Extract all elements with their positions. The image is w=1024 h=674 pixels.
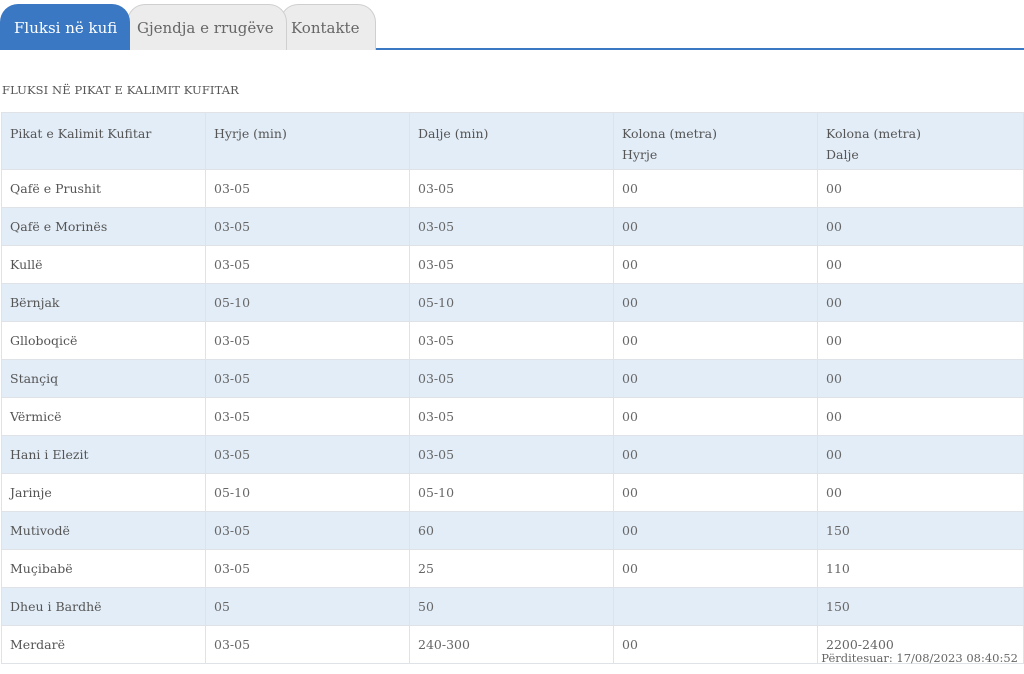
value-cell: 150 — [817, 587, 1024, 626]
tab-bar: Fluksi në kufi Gjendja e rrugëve Kontakt… — [0, 0, 1024, 50]
crossing-name-cell: Glloboqicë — [1, 321, 206, 360]
table-row: Kullë 03-05 03-05 00 00 — [1, 245, 1024, 284]
table-row: Glloboqicë 03-05 03-05 00 00 — [1, 321, 1024, 360]
value-cell: 240-300 — [409, 625, 614, 664]
value-cell: 00 — [613, 169, 818, 208]
table-row: Hani i Elezit 03-05 03-05 00 00 — [1, 435, 1024, 474]
value-cell: 25 — [409, 549, 614, 588]
value-cell: 03-05 — [409, 245, 614, 284]
header-crossing-point: Pikat e Kalimit Kufitar — [1, 112, 206, 170]
header-subline: Hyrje — [622, 147, 658, 162]
value-cell: 00 — [817, 397, 1024, 436]
value-cell: 60 — [409, 511, 614, 550]
value-cell: 00 — [817, 435, 1024, 474]
table-row: Bërnjak 05-10 05-10 00 00 — [1, 283, 1024, 322]
value-cell: 50 — [409, 587, 614, 626]
value-cell: 03-05 — [205, 321, 410, 360]
crossing-name-cell: Kullë — [1, 245, 206, 284]
header-line: Dalje (min) — [418, 126, 489, 141]
value-cell: 00 — [613, 359, 818, 398]
value-cell: 00 — [613, 435, 818, 474]
table-body: Qafë e Prushit 03-05 03-05 00 00 Qafë e Morin… — [1, 169, 1024, 664]
value-cell: 00 — [613, 207, 818, 246]
value-cell: 03-05 — [409, 169, 614, 208]
value-cell: 05-10 — [409, 473, 614, 512]
value-cell: 03-05 — [205, 245, 410, 284]
value-cell: 03-05 — [409, 207, 614, 246]
crossing-name-cell: Vërmicë — [1, 397, 206, 436]
table-row: Qafë e Morinës 03-05 03-05 00 00 — [1, 207, 1024, 246]
tab-fluksi-ne-kufi[interactable]: Fluksi në kufi — [0, 4, 130, 50]
crossing-name-cell: Qafë e Morinës — [1, 207, 206, 246]
table-row: Muçibabë 03-05 25 00 110 — [1, 549, 1024, 588]
value-cell: 03-05 — [205, 397, 410, 436]
value-cell: 00 — [613, 625, 818, 664]
table-row: Qafë e Prushit 03-05 03-05 00 00 — [1, 169, 1024, 208]
tab-kontakte[interactable]: Kontakte — [280, 4, 376, 50]
value-cell: 150 — [817, 511, 1024, 550]
crossing-name-cell: Bërnjak — [1, 283, 206, 322]
value-cell: 05-10 — [409, 283, 614, 322]
value-cell: 00 — [613, 473, 818, 512]
value-cell: 110 — [817, 549, 1024, 588]
header-subline: Dalje — [826, 147, 859, 162]
value-cell: 00 — [613, 283, 818, 322]
value-cell: 2200-2400 — [817, 625, 1024, 664]
value-cell: 00 — [817, 473, 1024, 512]
value-cell: 03-05 — [205, 359, 410, 398]
table-header-row: Pikat e Kalimit Kufitar Hyrje (min) Dalj… — [1, 112, 1024, 170]
section-title: FLUKSI NË PIKAT E KALIMIT KUFITAR — [2, 83, 239, 97]
header-queue-exit: Kolona (metra) Dalje — [817, 112, 1024, 170]
value-cell: 03-05 — [205, 625, 410, 664]
border-crossing-table: Pikat e Kalimit Kufitar Hyrje (min) Dalj… — [1, 112, 1024, 664]
value-cell: 00 — [817, 169, 1024, 208]
table-row: Stançiq 03-05 03-05 00 00 — [1, 359, 1024, 398]
crossing-name-cell: Dheu i Bardhë — [1, 587, 206, 626]
value-cell: 03-05 — [409, 359, 614, 398]
crossing-name-cell: Qafë e Prushit — [1, 169, 206, 208]
value-cell: 00 — [817, 359, 1024, 398]
value-cell: 00 — [613, 397, 818, 436]
table-row: Merdarë 03-05 240-300 00 2200-2400 — [1, 625, 1024, 664]
tab-gjendja-e-rrugeve[interactable]: Gjendja e rrugëve — [127, 4, 287, 50]
last-updated: Përditesuar: 17/08/2023 08:40:52 — [821, 651, 1018, 665]
table-row: Vërmicë 03-05 03-05 00 00 — [1, 397, 1024, 436]
value-cell: 03-05 — [205, 207, 410, 246]
crossing-name-cell: Stançiq — [1, 359, 206, 398]
value-cell: 03-05 — [409, 397, 614, 436]
value-cell: 05-10 — [205, 473, 410, 512]
value-cell: 03-05 — [205, 549, 410, 588]
header-line: Kolona (metra) — [826, 126, 921, 141]
crossing-name-cell: Merdarë — [1, 625, 206, 664]
value-cell: 03-05 — [205, 435, 410, 474]
header-line: Hyrje (min) — [214, 126, 287, 141]
crossing-name-cell: Muçibabë — [1, 549, 206, 588]
crossing-name-cell: Jarinje — [1, 473, 206, 512]
header-queue-entry: Kolona (metra) Hyrje — [613, 112, 818, 170]
value-cell: 00 — [817, 207, 1024, 246]
value-cell: 03-05 — [205, 511, 410, 550]
value-cell: 03-05 — [205, 169, 410, 208]
value-cell: 05-10 — [205, 283, 410, 322]
table-row: Dheu i Bardhë 05 50 150 — [1, 587, 1024, 626]
value-cell: 03-05 — [409, 321, 614, 360]
header-entry-min: Hyrje (min) — [205, 112, 410, 170]
value-cell: 00 — [613, 245, 818, 284]
crossing-name-cell: Mutivodë — [1, 511, 206, 550]
value-cell — [613, 587, 818, 626]
header-exit-min: Dalje (min) — [409, 112, 614, 170]
value-cell: 00 — [817, 283, 1024, 322]
value-cell: 05 — [205, 587, 410, 626]
crossing-name-cell: Hani i Elezit — [1, 435, 206, 474]
value-cell: 00 — [613, 321, 818, 360]
value-cell: 00 — [613, 511, 818, 550]
table-row: Mutivodë 03-05 60 00 150 — [1, 511, 1024, 550]
value-cell: 00 — [613, 549, 818, 588]
value-cell: 00 — [817, 245, 1024, 284]
table-row: Jarinje 05-10 05-10 00 00 — [1, 473, 1024, 512]
header-line: Pikat e Kalimit Kufitar — [10, 126, 152, 141]
header-line: Kolona (metra) — [622, 126, 717, 141]
value-cell: 00 — [817, 321, 1024, 360]
value-cell: 03-05 — [409, 435, 614, 474]
